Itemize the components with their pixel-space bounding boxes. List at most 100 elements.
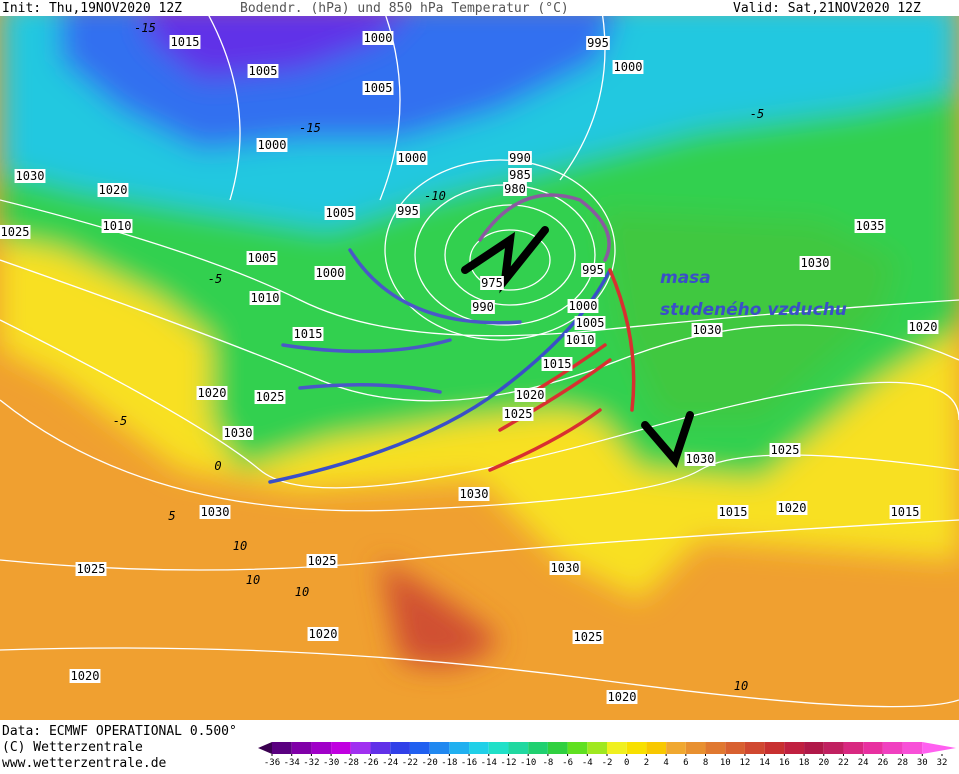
isobar-label-bg — [606, 690, 638, 704]
isobar-label: 1000 — [398, 151, 427, 165]
isobar-label-bg — [362, 31, 394, 45]
colorbar-cell — [311, 742, 332, 754]
colorbar-arrow — [922, 742, 956, 754]
colorbar-cell — [744, 742, 765, 754]
colorbar-tick-label: -36 — [264, 758, 280, 768]
isobar-label-bg — [199, 505, 231, 519]
colorbar-cell — [409, 742, 430, 754]
colorbar-cell — [449, 742, 470, 754]
colorbar-cell — [370, 742, 391, 754]
colorbar-tick-label: -8 — [542, 758, 553, 768]
temperature-label: -5 — [208, 272, 222, 286]
colorbar-tick-label: 10 — [720, 758, 731, 768]
isobar-label: 1020 — [198, 386, 227, 400]
isobar-label: 1020 — [516, 388, 545, 402]
isobar-label: 1025 — [771, 443, 800, 457]
colorbar-cell — [291, 742, 312, 754]
isobar-label-bg — [799, 256, 831, 270]
isobars — [0, 0, 959, 708]
isobar-label-bg — [396, 151, 428, 165]
colorbar-cell — [607, 742, 627, 754]
isobar-label: 1005 — [249, 64, 278, 78]
colorbar-cell — [804, 742, 824, 754]
temperature-label: -5 — [113, 414, 127, 428]
colorbar-cell — [469, 742, 489, 754]
colorbar-cell — [567, 742, 588, 754]
isobar-label-bg — [586, 36, 610, 50]
isobar-label-bg — [247, 64, 279, 78]
colorbar-cell — [764, 742, 785, 754]
isobar-label: 1025 — [308, 554, 337, 568]
colorbar-tick-label: -20 — [422, 758, 438, 768]
isobar-label: 1000 — [364, 31, 393, 45]
isobar-label: 990 — [509, 151, 531, 165]
isobar-label-bg — [541, 357, 573, 371]
isobar-label-bg — [0, 225, 31, 239]
colorbar-tick-label: -30 — [323, 758, 339, 768]
isobar-label-bg — [249, 291, 281, 305]
colorbar-cell — [843, 742, 864, 754]
colorbar-tick-label: -16 — [461, 758, 477, 768]
isobar-label-bg — [307, 627, 339, 641]
isobar-label: 1030 — [224, 426, 253, 440]
colorbar-tick-label: 6 — [683, 758, 688, 768]
isobar-label-bg — [222, 426, 254, 440]
colorbar-tick-label: -22 — [402, 758, 418, 768]
isobar-label: 1025 — [574, 630, 603, 644]
colorbar-cell — [725, 742, 745, 754]
isobar-label: 1000 — [316, 266, 345, 280]
isobar-label-bg — [564, 333, 596, 347]
footer-data: Data: ECMWF OPERATIONAL 0.500° — [2, 724, 237, 739]
isobar-label: 1000 — [569, 299, 598, 313]
colorbar-tick-label: 22 — [838, 758, 849, 768]
isobar-label: 995 — [397, 204, 419, 218]
colorbar-tick-label: -4 — [582, 758, 593, 768]
isobar-label-bg — [508, 151, 532, 165]
isobar-label: 1020 — [778, 501, 807, 515]
colorbar-cell — [646, 742, 667, 754]
colorbar-tick-label: 18 — [799, 758, 810, 768]
temperature-label: 10 — [734, 679, 748, 693]
isobar-label: 1020 — [99, 183, 128, 197]
colorbar-tick-label: -34 — [284, 758, 300, 768]
colorbar-tick-label: 16 — [779, 758, 790, 768]
colorbar-arrow — [258, 742, 272, 754]
colorbar-tick-label: -18 — [441, 758, 457, 768]
colorbar-cell — [666, 742, 686, 754]
isobar-label-bg — [396, 204, 420, 218]
colorbar-tick-label: 14 — [759, 758, 770, 768]
header-bg — [0, 0, 959, 16]
colorbar-tick-label: 24 — [858, 758, 869, 768]
isobar-label: 985 — [509, 168, 531, 182]
valid: Valid: Sat,21NOV2020 12Z — [733, 1, 921, 16]
footer-copyright: (C) Wetterzentrale — [2, 740, 143, 755]
isobar-label-bg — [889, 505, 921, 519]
colorbar-cell — [626, 742, 647, 754]
isobar-label: 1000 — [258, 138, 287, 152]
colorbar-cell — [784, 742, 805, 754]
temperature-label: 10 — [295, 585, 309, 599]
isobar-label-bg — [717, 505, 749, 519]
colorbar-tick-label: 12 — [740, 758, 751, 768]
colorbar-tick-label: -24 — [382, 758, 398, 768]
colorbar-tick-label: 30 — [917, 758, 928, 768]
colorbar-cell — [685, 742, 706, 754]
colorbar-cell — [331, 742, 351, 754]
colorbar-cell — [390, 742, 410, 754]
isobar-label-bg — [502, 407, 534, 421]
isobar-label-bg — [14, 169, 46, 183]
isobar-label: 1015 — [543, 357, 572, 371]
isobar-label: 990 — [472, 300, 494, 314]
colorbar-tick-label: 2 — [644, 758, 649, 768]
isobar-label: 1020 — [608, 690, 637, 704]
colorbar-tick-label: 26 — [877, 758, 888, 768]
init: Init: Thu,19NOV2020 12Z — [2, 1, 182, 16]
isobar-label: 980 — [504, 182, 526, 196]
isobar-label-bg — [362, 81, 394, 95]
cold-core — [140, 0, 420, 80]
isobar-label: 995 — [582, 263, 604, 277]
hot-spot — [380, 560, 500, 667]
colorbar-tick-label: 32 — [937, 758, 948, 768]
colorbar-tick-label: 0 — [624, 758, 629, 768]
isobar-label-bg — [254, 390, 286, 404]
